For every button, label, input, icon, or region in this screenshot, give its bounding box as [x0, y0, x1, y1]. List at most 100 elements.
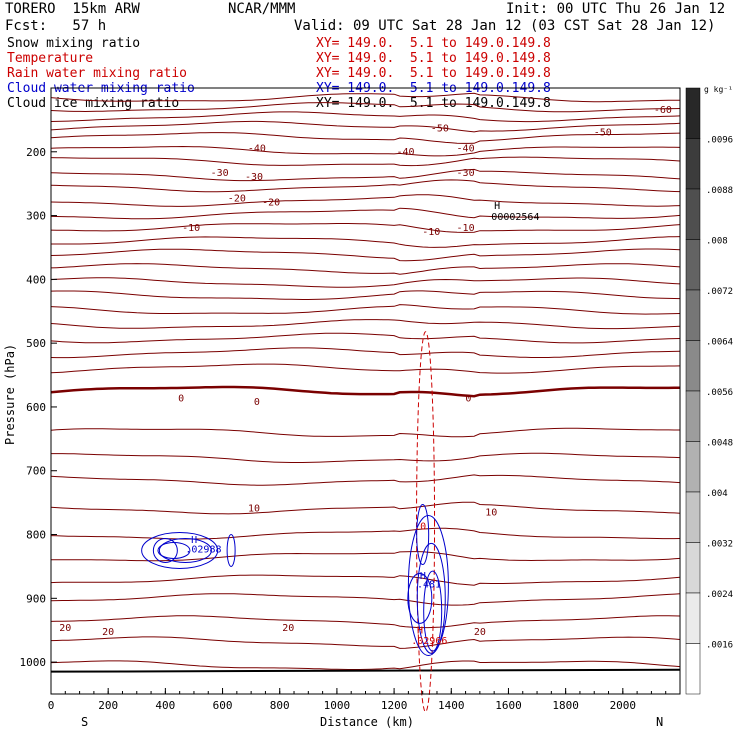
isotherm-line [50, 304, 681, 315]
isotherm-line [50, 574, 681, 586]
colorbar-cell [685, 592, 701, 644]
colorbar-tick-label: .0096 [706, 136, 733, 146]
isotherm-label: -30 [457, 168, 475, 179]
colorbar-cell [685, 643, 701, 695]
contour-annotation: 00002564 [491, 212, 539, 223]
colorbar-cell [685, 390, 701, 442]
isotherm-label: 0 [465, 393, 471, 404]
y-axis-label: Pressure (hPa) [3, 344, 17, 445]
isotherm-label: -30 [211, 168, 229, 179]
isotherm-label: -40 [396, 147, 414, 158]
isotherm-label: -10 [182, 223, 200, 234]
cloud-water-contour [157, 541, 191, 559]
cloud-water-contour [158, 537, 212, 563]
isotherm-label: -50 [594, 127, 612, 138]
x-tick-label: 2000 [610, 699, 637, 712]
contour-annotation: H [494, 201, 500, 212]
isotherm-line [50, 207, 681, 220]
isotherm-line [50, 363, 681, 374]
colorbar-cell [685, 441, 701, 493]
field-name-cloud-ice: Cloud ice mixing ratio [7, 96, 180, 111]
isotherm-line [50, 636, 681, 649]
isotherm-line [50, 660, 681, 670]
isotherm-line [50, 347, 681, 359]
isotherm-line [50, 223, 681, 233]
colorbar-tick-label: .0024 [706, 590, 733, 600]
field-xy-temperature: XY= 149.0. 5.1 to 149.0.149.8 [316, 51, 551, 66]
y-tick-label: 300 [26, 210, 46, 223]
center-title: NCAR/MMM [228, 1, 296, 17]
isotherm-line [50, 332, 681, 344]
surface-line [50, 668, 681, 673]
field-name-snow: Snow mixing ratio [7, 36, 141, 51]
isotherm-label: -40 [248, 143, 266, 154]
isotherm-line [51, 452, 681, 463]
isotherm-line [50, 102, 681, 113]
isotherm-label: 10 [485, 508, 497, 519]
isotherm-label: -60 [654, 105, 672, 116]
south-label: S [81, 715, 88, 729]
isotherm-line [50, 501, 681, 515]
contour-annotation: .481 [417, 579, 441, 590]
isotherm-line [50, 319, 681, 330]
field-xy-snow: XY= 149.0. 5.1 to 149.0.149.8 [316, 36, 551, 51]
colorbar-tick-label: .0032 [706, 540, 733, 550]
isotherm-label: 0 [254, 397, 260, 408]
y-tick-label: 600 [26, 401, 46, 414]
colorbar-cell [685, 340, 701, 392]
isotherm-line [50, 194, 681, 207]
isotherm-label: -10 [457, 223, 475, 234]
colorbar-unit: g kg⁻¹ [704, 85, 733, 94]
axes: 0 200 400 600 800 1000 1200 1400 1600 1800 2000200… [20, 146, 681, 712]
colorbar-tick-label: .0088 [706, 186, 733, 196]
x-tick-label: 1000 [324, 699, 351, 712]
colorbar-tick-label: .0072 [706, 287, 733, 297]
field-xy-rain: XY= 149.0. 5.1 to 149.0.149.8 [316, 66, 551, 81]
y-tick-label: 400 [26, 273, 46, 286]
isotherm-line [50, 156, 681, 167]
isotherm-line [51, 551, 681, 562]
x-tick-label: 1200 [381, 699, 408, 712]
isotherm-line [50, 132, 681, 144]
contour-annotation: .0 [414, 521, 426, 532]
isotherm-line [50, 527, 681, 540]
contour-annotation: H [417, 625, 423, 636]
y-tick-label: 1000 [20, 656, 47, 669]
isotherm-line [50, 263, 681, 275]
x-axis-label: Distance (km) [320, 715, 414, 729]
colorbar-cell [685, 289, 701, 341]
x-tick-label: 200 [98, 699, 118, 712]
cloud-water-contour [407, 572, 433, 624]
contour-annotation: H [420, 571, 426, 582]
isotherm-line [50, 474, 681, 486]
field-name-rain: Rain water mixing ratio [7, 66, 188, 81]
isotherm-label: -30 [245, 172, 263, 183]
colorbar-cell [685, 188, 701, 240]
isotherm-line [50, 615, 681, 629]
isotherm-line [50, 290, 681, 300]
colorbar-tick-label: .0064 [706, 338, 733, 348]
hydrometeor-contours [141, 331, 449, 713]
valid-time: Valid: 09 UTC Sat 28 Jan 12 (03 CST Sat … [294, 18, 716, 34]
isotherm-label: 10 [248, 504, 260, 515]
field-name-temperature: Temperature [7, 51, 94, 66]
y-tick-label: 500 [26, 337, 46, 350]
x-tick-label: 600 [213, 699, 233, 712]
model-title: TORERO 15km ARW [5, 1, 140, 17]
colorbar-cell [685, 138, 701, 190]
x-tick-label: 400 [155, 699, 175, 712]
isotherm-label: 0 [178, 393, 184, 404]
cloud-water-contour [423, 570, 443, 652]
init-time: Init: 00 UTC Thu 26 Jan 12 [506, 1, 726, 17]
isotherm-line [50, 277, 681, 288]
isotherm-line [50, 385, 681, 398]
isotherm-label: -20 [228, 194, 246, 205]
field-xy-cloud-ice: XY= 149.0. 5.1 to 149.0.149.8 [316, 96, 551, 111]
north-label: N [656, 715, 663, 729]
isotherm-label: -50 [431, 124, 449, 135]
isotherm-line [50, 92, 680, 103]
plot-frame [50, 87, 681, 695]
x-tick-label: 1800 [552, 699, 579, 712]
cloud-water-contour [416, 504, 430, 566]
